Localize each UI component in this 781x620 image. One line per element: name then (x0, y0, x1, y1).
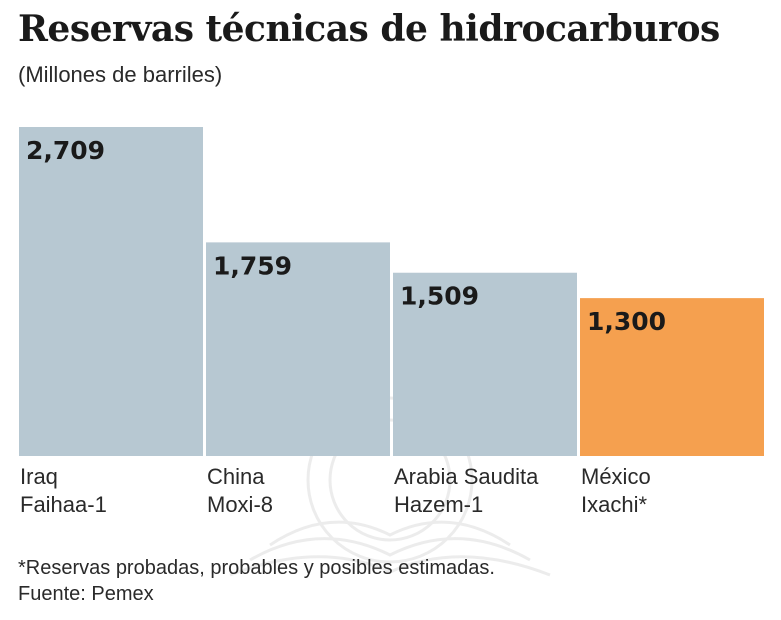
bar-0 (19, 127, 203, 456)
category-label-field: Hazem-1 (394, 492, 483, 517)
bar-1 (206, 242, 390, 456)
bar-value-label: 1,759 (213, 251, 292, 280)
category-label-country: China (207, 464, 265, 489)
source-note: Fuente: Pemex (18, 583, 154, 605)
bar-2 (393, 272, 577, 456)
chart-title: Reservas técnicas de hidrocarburos (18, 8, 720, 50)
category-label-field: Ixachi* (581, 492, 647, 517)
category-label-field: Faihaa-1 (20, 492, 107, 517)
bar-3 (580, 298, 764, 456)
bar-value-label: 2,709 (26, 136, 105, 165)
category-label-country: Iraq (20, 464, 58, 489)
category-label-country: Arabia Saudita (394, 464, 539, 489)
category-label-field: Moxi-8 (207, 492, 273, 517)
chart-subtitle: (Millones de barriles) (18, 62, 223, 87)
bar-value-label: 1,509 (400, 282, 479, 311)
category-label-country: México (581, 464, 651, 489)
bar-value-label: 1,300 (587, 307, 666, 336)
footnote: *Reservas probadas, probables y posibles… (18, 557, 495, 579)
